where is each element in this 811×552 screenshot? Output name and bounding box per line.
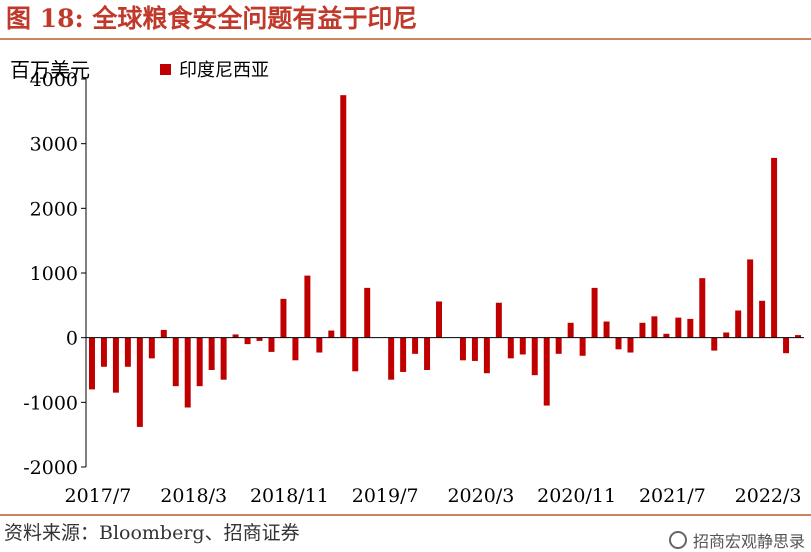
bar (352, 337, 359, 372)
y-tick-label: 3000 (30, 134, 78, 156)
bar (471, 337, 478, 361)
bar (292, 337, 299, 361)
bar (519, 337, 526, 355)
bar (615, 337, 622, 350)
bar (424, 337, 431, 370)
x-tick-label: 2020/11 (537, 485, 616, 507)
bar (304, 275, 311, 338)
bar (436, 301, 442, 338)
chart-title: 图 18: 全球粮食安全问题有益于印尼 (6, 4, 418, 33)
source-note: 资料来源：Bloomberg、招商证券 (4, 522, 300, 544)
bar (256, 337, 263, 341)
bar (567, 322, 574, 338)
bar (100, 337, 107, 367)
watermark-text: 招商宏观静思录 (692, 532, 805, 551)
bar (136, 337, 143, 427)
bar (495, 302, 502, 338)
bar (579, 337, 586, 356)
bar (196, 337, 203, 387)
bar (603, 321, 610, 338)
bar (160, 329, 167, 338)
x-tick-label: 2017/7 (65, 485, 132, 507)
bar (711, 337, 718, 351)
x-tick-label: 2022/3 (735, 485, 802, 507)
bar (795, 335, 801, 338)
bar (172, 337, 179, 387)
bar (483, 337, 490, 374)
bar (555, 337, 562, 354)
bar (124, 337, 131, 367)
bar (735, 310, 742, 338)
bar (280, 298, 287, 338)
y-tick-label: -1000 (23, 392, 78, 414)
bar (687, 318, 694, 338)
bar (208, 337, 215, 370)
source-divider (0, 514, 811, 516)
bar (316, 337, 323, 353)
legend-label: 印度尼西亚 (179, 60, 269, 81)
bar (412, 337, 419, 354)
title-divider (0, 38, 811, 40)
bar (340, 95, 347, 338)
bar (459, 337, 466, 361)
bar (148, 337, 155, 359)
bar (220, 337, 227, 380)
bar (663, 333, 670, 338)
bar (639, 322, 646, 338)
x-tick-label: 2018/3 (160, 485, 227, 507)
bar (364, 287, 371, 338)
y-axis-unit-label: 百万美元 (10, 58, 90, 82)
bar (627, 337, 634, 353)
x-tick-label: 2019/7 (352, 485, 419, 507)
bar (232, 334, 239, 338)
legend-swatch (160, 63, 171, 75)
bar (651, 316, 658, 338)
x-tick-label: 2020/3 (447, 485, 514, 507)
bar (747, 259, 754, 338)
bar (531, 337, 538, 376)
bar (268, 337, 275, 352)
bar (759, 300, 766, 338)
bar (244, 337, 251, 345)
bar (675, 317, 682, 338)
x-tick-label: 2018/11 (250, 485, 329, 507)
bar (328, 330, 335, 338)
bar (507, 337, 514, 359)
bar (400, 337, 407, 372)
legend: 印度尼西亚 (160, 56, 269, 82)
y-tick-label: 1000 (30, 263, 78, 285)
bar (723, 332, 730, 338)
bar-chart: -2000 -1000 0 1000 2000 3000 4000 2017/7 2018/3 2… (23, 69, 804, 507)
watermark: 招商宏观静思录 (668, 528, 805, 552)
y-tick-label: 2000 (30, 198, 78, 220)
y-tick-label: 4000 (30, 69, 78, 91)
x-tick-label: 2021/7 (639, 485, 706, 507)
bar (388, 337, 395, 380)
y-tick-label: -2000 (23, 457, 78, 479)
bar (184, 337, 191, 408)
bar (591, 287, 598, 338)
bar (88, 337, 95, 390)
bar (699, 278, 706, 338)
bar (543, 337, 550, 406)
y-tick-label: 0 (66, 328, 78, 350)
bar (783, 337, 790, 354)
bar (771, 157, 778, 338)
bar (112, 337, 119, 393)
wechat-logo-icon (668, 531, 687, 549)
